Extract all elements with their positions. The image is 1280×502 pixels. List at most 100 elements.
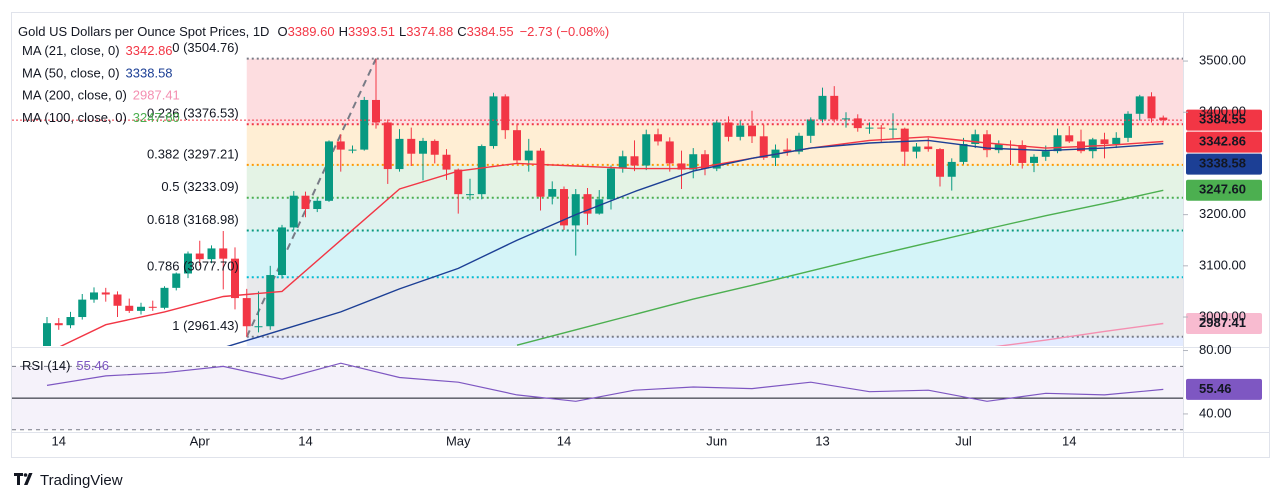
fib-bands	[246, 58, 1183, 346]
ohlc-key: L	[399, 24, 406, 39]
ohlc-value: 3384.55	[467, 24, 514, 39]
candle-body	[959, 143, 968, 162]
candle-body	[877, 127, 886, 129]
candle-body	[560, 189, 568, 226]
legend-name: MA (100, close, 0)	[22, 110, 127, 125]
candle-body	[395, 138, 404, 170]
candle-body	[818, 95, 827, 120]
legend-entry: MA (100, close, 0) 3247.60	[22, 110, 180, 125]
rsi-line	[46, 362, 1164, 402]
candle-body	[407, 138, 416, 154]
fib-label: 0.786 (3077.70)	[147, 259, 239, 274]
candle-body	[571, 194, 580, 226]
candle-body	[54, 323, 63, 326]
price-badge	[1186, 131, 1262, 153]
price-badge-label: 3384.55	[1199, 112, 1246, 127]
moving-average	[59, 136, 1164, 346]
candle-body	[865, 127, 874, 129]
fib-band	[246, 230, 1183, 278]
price-badge-label: 2987.41	[1199, 315, 1246, 330]
candle-body	[160, 287, 169, 308]
candle-body	[513, 130, 521, 161]
candle-body	[219, 248, 228, 259]
price-badge-label: 3342.86	[1199, 134, 1246, 149]
candle-body	[630, 156, 639, 166]
fib-label: 0.5 (3233.09)	[161, 179, 238, 194]
candle-body	[466, 194, 474, 196]
candle-body	[900, 128, 909, 152]
rsi-legend: RSI (14) 55.46	[22, 358, 109, 373]
candle-body	[430, 140, 439, 155]
candle-body	[830, 95, 839, 120]
candle-body	[454, 169, 463, 195]
candle-body	[184, 253, 192, 274]
candle-body	[477, 146, 486, 195]
candle-body	[712, 122, 721, 169]
candle-body	[994, 144, 1003, 151]
y-tick-label: 3400.00	[1199, 104, 1246, 119]
candle-body	[254, 326, 263, 328]
rsi-badge	[1186, 378, 1262, 400]
price-badge	[1186, 109, 1262, 131]
price-badge-label: 3338.58	[1199, 156, 1246, 171]
brand: TradingView	[40, 472, 123, 489]
rsi-legend-value: 55.46	[76, 358, 109, 373]
fib-band	[246, 277, 1183, 337]
ohlc-value: 3374.88	[406, 24, 453, 39]
candle-body	[1018, 145, 1027, 163]
candle-body	[172, 273, 181, 288]
candle-body	[266, 275, 275, 327]
plot-area	[12, 57, 1183, 346]
candle-body	[642, 134, 651, 166]
candle-body	[1100, 139, 1109, 144]
candle-body	[372, 99, 380, 123]
y-tick-label: 3500.00	[1199, 52, 1246, 67]
ohlc-key: H	[339, 24, 348, 39]
header: Gold US Dollars per Ounce Spot Prices, 1…	[18, 24, 609, 39]
candle-body	[947, 161, 956, 177]
candle-body	[748, 125, 756, 137]
candle-body	[325, 141, 333, 201]
ohlc-key: C	[457, 24, 466, 39]
candle-body	[360, 99, 369, 150]
candle-body	[336, 141, 345, 150]
candle-body	[607, 168, 615, 200]
y-tick-label: 3200.00	[1199, 206, 1246, 221]
candle-body	[207, 248, 216, 260]
moving-average	[226, 139, 1164, 346]
rsi-tick-label: 40.00	[1199, 405, 1232, 420]
candle-body	[113, 294, 122, 306]
candle-body	[654, 134, 662, 142]
candle-body	[278, 227, 286, 276]
y-tick-label: 3000.00	[1199, 308, 1246, 323]
candle-body	[853, 118, 862, 129]
legend-entry: MA (50, close, 0) 3338.58	[22, 66, 173, 81]
legend-entry: MA (21, close, 0) 3342.86	[22, 43, 173, 58]
price-badge	[1186, 179, 1262, 201]
candle-body	[701, 154, 709, 169]
y-tick-label: 3100.00	[1199, 257, 1246, 272]
moving-average	[516, 189, 1164, 346]
x-tick-label: May	[446, 433, 471, 448]
fib-band	[246, 336, 1183, 346]
candle-body	[1124, 113, 1132, 138]
fib-label: 0.382 (3297.21)	[147, 146, 239, 161]
candle-body	[419, 140, 427, 154]
fib-label: 0.236 (3376.53)	[147, 106, 239, 121]
fib-band	[246, 58, 1183, 125]
candle-body	[101, 292, 110, 295]
legend-entry: MA (200, close, 0) 2987.41	[22, 88, 180, 103]
rsi-tick-label: 80.00	[1199, 342, 1232, 357]
candle-body	[842, 118, 850, 120]
fib-label: 0 (3504.76)	[172, 40, 239, 55]
candle-body	[1135, 96, 1144, 114]
candle-body	[1053, 135, 1062, 152]
change: −2.73 (−0.08%)	[520, 24, 610, 39]
candle-body	[137, 306, 145, 311]
candle-body	[1088, 139, 1097, 152]
candle-body	[583, 194, 592, 214]
candle-body	[148, 306, 157, 308]
candle-body	[489, 96, 498, 147]
candle-body	[889, 128, 897, 130]
legend-name: MA (21, close, 0)	[22, 43, 120, 58]
